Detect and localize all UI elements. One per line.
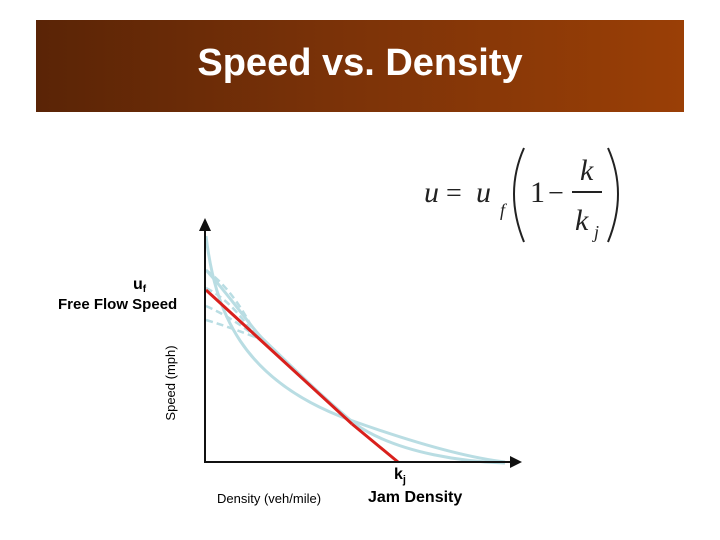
slide-title: Speed vs. Density — [197, 41, 523, 84]
formula-left-paren — [513, 147, 525, 243]
linear-speed-density-line — [204, 288, 354, 426]
formula-uf-base: u — [476, 176, 491, 209]
formula-one: 1 — [530, 176, 545, 209]
formula-equals: = — [446, 178, 462, 209]
formula-u: u — [424, 176, 439, 209]
concave-curve — [204, 268, 506, 465]
dashed-curve-2 — [205, 286, 258, 339]
dashed-curve-3 — [205, 304, 256, 337]
y-axis-arrow — [199, 218, 211, 231]
formula-denom-sub: j — [592, 222, 599, 242]
formula-numerator: k — [580, 154, 594, 187]
uf-label: uf — [133, 276, 147, 295]
formula-uf-sub: f — [500, 200, 508, 220]
formula-minus: − — [548, 178, 564, 209]
x-axis-label: Density (veh/mile) — [217, 491, 322, 506]
y-axis-label: Speed (mph) — [163, 345, 178, 421]
dashed-curve-4 — [205, 318, 256, 339]
linear-line-extension — [351, 422, 399, 464]
free-flow-speed-label: Free Flow Speed — [58, 296, 178, 313]
speed-density-formula: u = u f 1 − k k j — [424, 147, 619, 243]
x-axis-arrow — [510, 456, 522, 468]
kj-label: kj — [394, 466, 406, 486]
formula-denom-base: k — [575, 204, 589, 237]
formula-right-paren — [607, 147, 619, 243]
title-banner: Speed vs. Density — [36, 20, 684, 112]
jam-density-label: Jam Density — [368, 489, 463, 506]
